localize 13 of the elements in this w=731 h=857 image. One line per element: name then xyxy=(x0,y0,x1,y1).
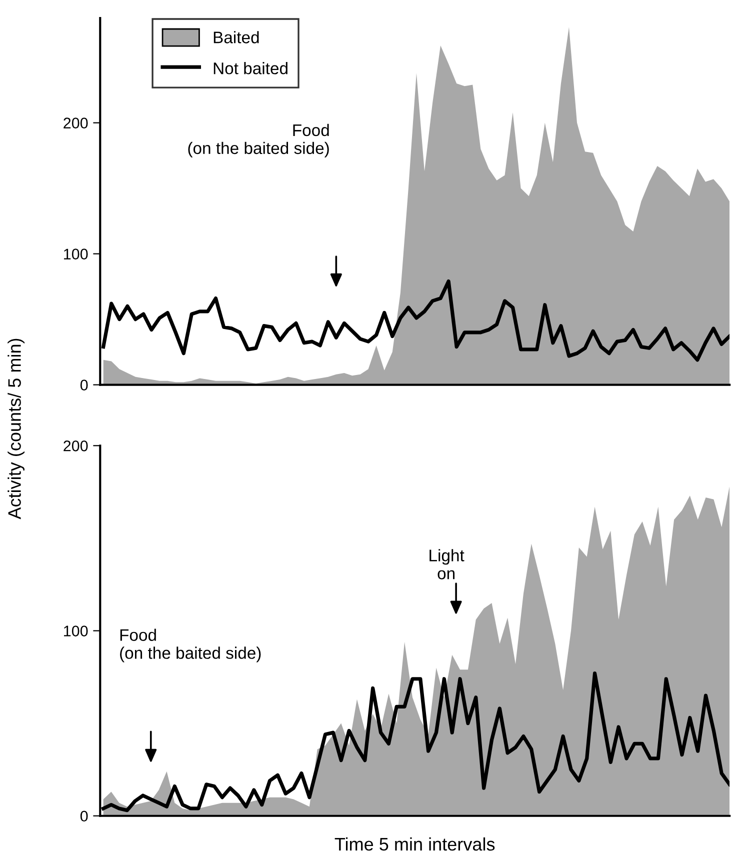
y-tick-label: 0 xyxy=(80,810,88,822)
y-tick-label: 100 xyxy=(64,248,88,260)
legend-label: Not baited xyxy=(214,62,288,74)
y-tick-label: 200 xyxy=(64,440,88,452)
y-tick-label: 100 xyxy=(64,626,88,636)
y-axis-title: Activity (counts/ 5 min) xyxy=(8,338,24,520)
y-tick-label: 200 xyxy=(64,118,88,128)
annotation: Light on xyxy=(430,549,464,580)
y-tick-label: 0 xyxy=(80,380,88,390)
x-axis-title: Time 5 min intervals xyxy=(334,837,495,851)
annotation: Food (on the baited side) xyxy=(120,628,261,662)
annotation: Food (on the baited side) xyxy=(188,124,329,158)
legend-label: Baited xyxy=(214,31,259,44)
